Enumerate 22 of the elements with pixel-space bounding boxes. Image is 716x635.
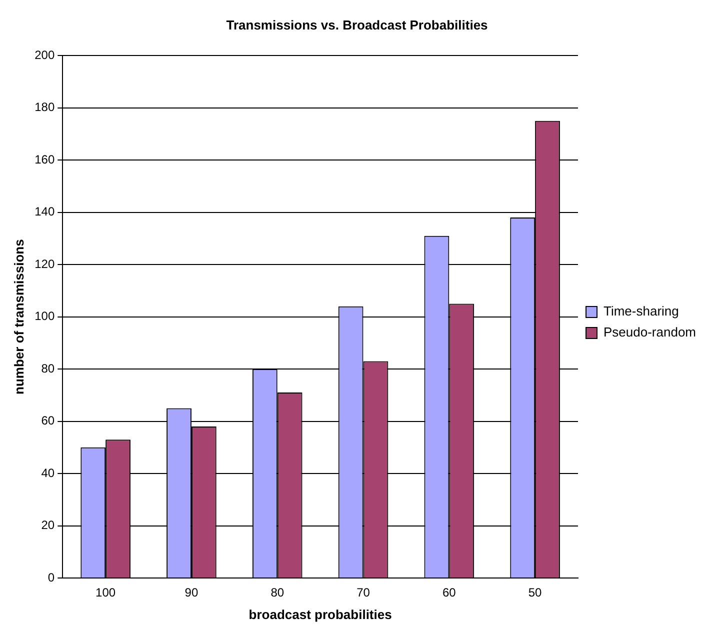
y-tick-label: 100 bbox=[34, 309, 55, 324]
x-tick-label: 50 bbox=[528, 586, 542, 600]
y-tick-label: 160 bbox=[34, 152, 55, 166]
legend-label: Pseudo-random bbox=[604, 324, 696, 340]
y-tick-label: 80 bbox=[41, 361, 55, 376]
x-tick-label: 100 bbox=[96, 586, 116, 600]
x-tick-label: 80 bbox=[270, 586, 284, 600]
y-tick-label: 140 bbox=[34, 204, 55, 219]
y-tick-label: 120 bbox=[34, 256, 55, 271]
y-axis-title: number of transmissions bbox=[11, 239, 26, 394]
x-tick-label: 90 bbox=[184, 586, 198, 600]
chart-title: Transmissions vs. Broadcast Probabilities bbox=[226, 17, 488, 32]
y-tick-label: 200 bbox=[34, 48, 55, 62]
legend-label: Time-sharing bbox=[604, 304, 679, 319]
y-tick-label: 20 bbox=[41, 518, 55, 532]
y-tick-label: 180 bbox=[34, 100, 55, 114]
x-tick-label: 70 bbox=[356, 586, 370, 600]
y-tick-label: 60 bbox=[41, 414, 55, 428]
x-axis-title: broadcast probabilities bbox=[248, 606, 392, 622]
y-tick-label: 0 bbox=[48, 570, 55, 584]
x-tick-label: 60 bbox=[442, 586, 456, 600]
y-tick-label: 40 bbox=[41, 466, 55, 480]
